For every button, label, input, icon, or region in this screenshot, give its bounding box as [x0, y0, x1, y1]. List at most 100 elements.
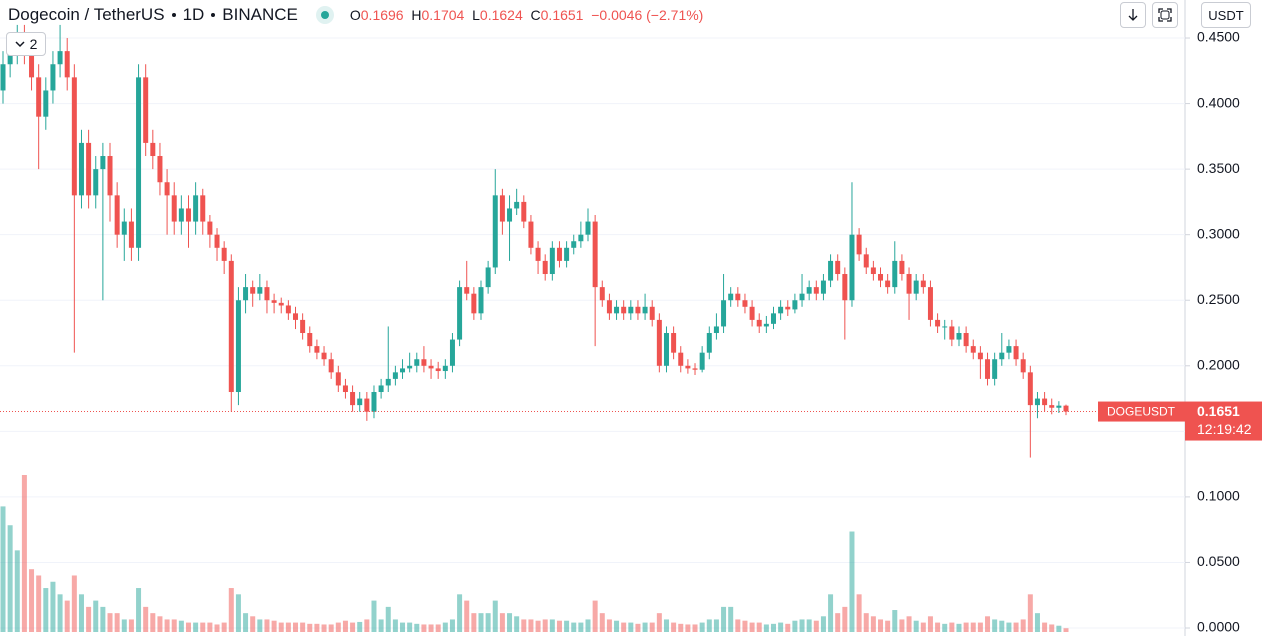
candle-body: [649, 306, 655, 320]
candle-body: [920, 280, 926, 288]
volume-bar: [728, 606, 734, 632]
candle-body: [535, 247, 541, 261]
candle-body: [970, 346, 976, 353]
candle-body: [699, 352, 705, 370]
price-tag-bg: [1185, 401, 1262, 441]
volume-bar: [592, 600, 598, 632]
candle-body: [235, 300, 241, 393]
candle-body: [849, 234, 855, 301]
candle-body: [392, 372, 398, 379]
candle-body: [428, 365, 434, 369]
volume-bar: [243, 613, 249, 632]
candle-body: [36, 77, 42, 117]
candle-body: [285, 305, 291, 314]
volume-bar: [571, 622, 577, 632]
volume-bar: [564, 620, 570, 632]
volume-bar: [464, 600, 470, 632]
volume-bar: [906, 616, 912, 632]
candle-body: [564, 247, 570, 261]
volume-bar: [628, 622, 634, 632]
l-key: L: [472, 7, 480, 23]
volume-bar: [107, 613, 113, 632]
volume-bar: [257, 619, 263, 632]
candle-body: [499, 195, 505, 222]
volume-bar: [656, 613, 662, 632]
volume-bar: [121, 619, 127, 632]
volume-bar: [542, 619, 548, 632]
volume-bar: [721, 606, 727, 632]
volume-bar: [14, 550, 20, 632]
candle-body: [164, 182, 170, 196]
candle-body: [350, 392, 356, 406]
o-value: 0.1696: [360, 7, 404, 23]
volume-bar: [635, 623, 641, 632]
volume-bar: [606, 619, 612, 632]
fullscreen-button[interactable]: [1152, 2, 1178, 28]
candle-body: [514, 201, 520, 209]
candle-body: [1042, 398, 1048, 406]
volume-bar: [250, 616, 256, 632]
volume-bar: [407, 622, 413, 632]
volume-bar: [114, 613, 120, 632]
candle-body: [706, 333, 712, 353]
volume-bar: [956, 623, 962, 632]
volume-bar: [150, 613, 156, 632]
status-dot[interactable]: [315, 6, 334, 24]
volume-bar: [64, 600, 70, 632]
volume-bar: [300, 622, 306, 632]
volume-bar: [350, 622, 356, 632]
candle-body: [1049, 405, 1055, 408]
download-button[interactable]: [1120, 2, 1146, 28]
volume-bar: [528, 619, 534, 632]
candle-body: [606, 300, 612, 314]
candle-body: [778, 306, 784, 314]
volume-bar: [549, 619, 555, 632]
volume-bar: [157, 616, 163, 632]
volume-bar: [1034, 613, 1040, 632]
volume-bar: [920, 622, 926, 632]
y-tick-label: 0.2500: [1197, 291, 1240, 307]
volume-bar: [642, 622, 648, 632]
candle-body: [307, 333, 313, 347]
volume-bar: [385, 606, 391, 632]
l-value: 0.1624: [479, 7, 523, 23]
volume-bar: [599, 613, 605, 632]
candle-body: [578, 234, 584, 242]
volume-bar: [578, 622, 584, 632]
candle-body: [221, 247, 227, 261]
volume-bar: [264, 619, 270, 632]
volume-bar: [663, 619, 669, 632]
candle-body: [927, 287, 933, 320]
candle-body: [7, 51, 13, 65]
volume-bar: [507, 613, 513, 632]
volume-bar: [36, 575, 42, 632]
volume-bar: [899, 619, 905, 632]
candle-body: [571, 241, 577, 248]
volume-bar: [29, 569, 35, 632]
volume-bar: [813, 620, 819, 632]
currency-button[interactable]: USDT: [1201, 2, 1251, 28]
volume-bar: [93, 600, 99, 632]
volume-bar: [799, 619, 805, 632]
indicators-toggle[interactable]: 2: [6, 32, 46, 56]
candle-body: [71, 77, 77, 196]
separator: [211, 13, 216, 17]
candle-body: [314, 346, 320, 353]
candle-body: [300, 319, 306, 334]
candle-body: [86, 142, 92, 196]
volume-bar: [621, 622, 627, 632]
c-value: 0.1651: [540, 7, 584, 23]
volume-bar: [706, 619, 712, 632]
candle-body: [185, 208, 191, 222]
candle-body: [678, 352, 684, 366]
candle-body: [685, 365, 691, 369]
candle-body: [400, 368, 406, 373]
volume-bar: [1063, 628, 1069, 632]
volume-bar: [171, 619, 177, 632]
volume-bar: [499, 613, 505, 632]
candle-body: [585, 221, 591, 235]
volume-bar: [449, 619, 455, 632]
candle-body: [378, 385, 384, 393]
volume-bar: [221, 622, 227, 632]
volume-bar: [43, 588, 49, 632]
